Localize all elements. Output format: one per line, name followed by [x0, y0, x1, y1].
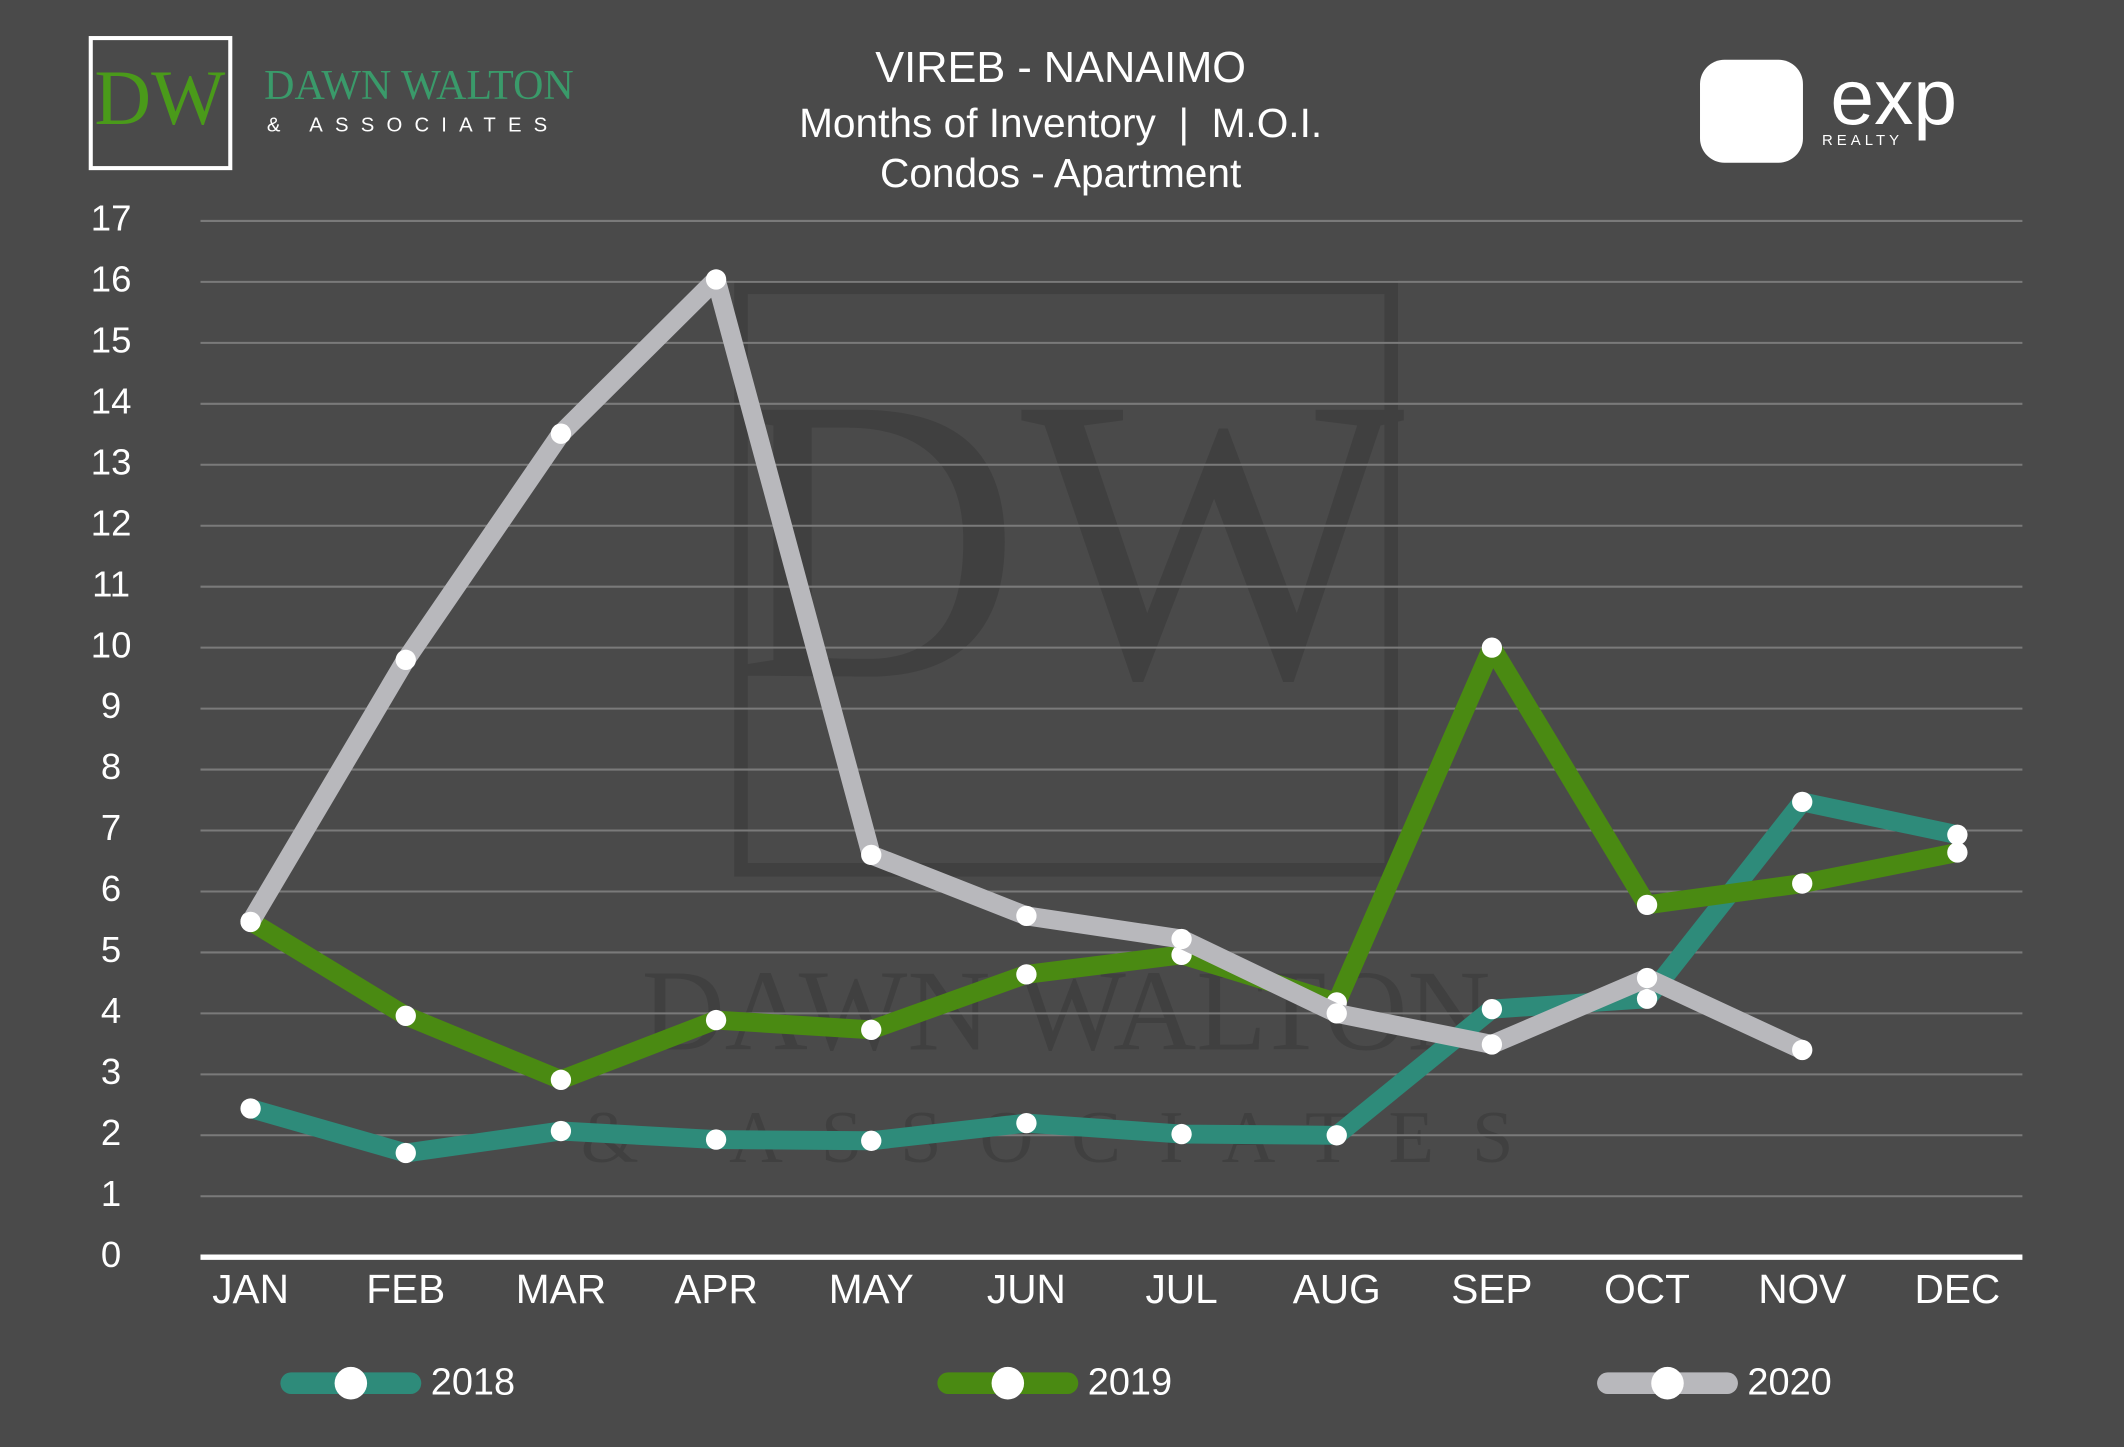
x-tick-label: APR — [674, 1266, 758, 1312]
exp-icon — [1700, 59, 1803, 163]
data-point — [705, 1009, 727, 1031]
data-point — [1481, 1034, 1503, 1055]
y-tick-label: 2 — [101, 1112, 121, 1153]
data-point — [705, 1129, 727, 1150]
exp-name: exp — [1830, 53, 1957, 141]
legend-dot — [334, 1366, 368, 1400]
x-tick-label: AUG — [1293, 1266, 1381, 1312]
chart-subtitle: Months of Inventory | M.O.I. — [799, 100, 1322, 146]
logo-sub: & ASSOCIATES — [267, 114, 560, 136]
chart-subtitle: Condos - Apartment — [880, 150, 1241, 196]
data-point — [1792, 1039, 1813, 1061]
data-point — [1792, 873, 1813, 894]
y-tick-label: 6 — [101, 868, 121, 909]
data-point — [550, 423, 572, 444]
y-tick-label: 17 — [91, 198, 132, 239]
data-point — [1947, 824, 1968, 845]
y-tick-label: 8 — [101, 746, 121, 787]
data-point — [395, 1005, 416, 1026]
data-point — [1326, 1003, 1347, 1024]
y-tick-label: 15 — [91, 320, 132, 361]
data-point — [240, 1098, 261, 1119]
y-tick-label: 3 — [101, 1051, 121, 1092]
data-point — [861, 1019, 882, 1041]
data-point — [550, 1120, 572, 1142]
data-point — [1326, 1125, 1347, 1146]
y-tick-label: 4 — [101, 990, 121, 1031]
x-tick-label: JUN — [987, 1266, 1066, 1312]
y-tick-label: 11 — [92, 563, 130, 604]
data-point — [1016, 905, 1037, 927]
watermark-frame — [734, 280, 1398, 877]
y-tick-label: 14 — [91, 380, 132, 421]
y-tick-label: 16 — [91, 259, 132, 300]
data-point — [1636, 988, 1658, 1009]
data-point — [705, 269, 727, 290]
y-tick-label: 0 — [101, 1234, 121, 1275]
data-point — [1792, 791, 1813, 813]
x-tick-label: DEC — [1914, 1266, 2000, 1312]
data-point — [1481, 637, 1503, 658]
y-tick-label: 9 — [101, 685, 121, 726]
data-point — [861, 1130, 882, 1151]
legend-label: 2018 — [431, 1362, 515, 1404]
y-tick-label: 13 — [91, 441, 132, 482]
x-tick-label: MAY — [829, 1266, 914, 1312]
y-tick-label: 7 — [101, 807, 121, 848]
legend-dot — [1651, 1366, 1684, 1400]
y-tick-label: 12 — [91, 502, 132, 543]
x-tick-label: OCT — [1604, 1266, 1690, 1312]
x-tick-label: MAR — [516, 1266, 606, 1312]
legend-label: 2020 — [1747, 1362, 1831, 1404]
data-point — [1016, 1112, 1037, 1134]
data-point — [550, 1069, 572, 1090]
data-point — [240, 911, 261, 933]
series-line — [241, 638, 1967, 1090]
data-point — [395, 649, 416, 670]
logo-name: DAWN WALTON — [264, 63, 574, 109]
y-tick-label: 1 — [101, 1173, 121, 1214]
data-point — [1481, 998, 1503, 1020]
x-tick-label: SEP — [1451, 1266, 1532, 1312]
data-point — [1016, 964, 1037, 985]
legend-label: 2019 — [1088, 1362, 1172, 1404]
y-tick-label: 5 — [101, 929, 121, 970]
x-tick-label: JAN — [212, 1266, 289, 1312]
data-point — [1947, 842, 1968, 863]
y-tick-label: 10 — [91, 624, 132, 665]
x-tick-label: NOV — [1758, 1266, 1846, 1312]
series-line — [241, 792, 1967, 1163]
legend-dot — [991, 1366, 1025, 1400]
data-point — [1636, 894, 1658, 916]
chart-title: VIREB - NANAIMO — [875, 44, 1246, 92]
x-tick-label: FEB — [366, 1266, 445, 1312]
logo-mark: DW — [94, 54, 225, 141]
data-point — [1171, 928, 1192, 950]
x-tick-label: JUL — [1145, 1266, 1217, 1312]
data-point — [1636, 967, 1658, 989]
logo-frame — [88, 36, 233, 171]
data-point — [861, 844, 882, 866]
exp-sub: REALTY — [1822, 133, 1903, 149]
data-point — [395, 1142, 416, 1164]
data-point — [1171, 1123, 1192, 1145]
watermark-mark: DW — [728, 314, 1409, 764]
